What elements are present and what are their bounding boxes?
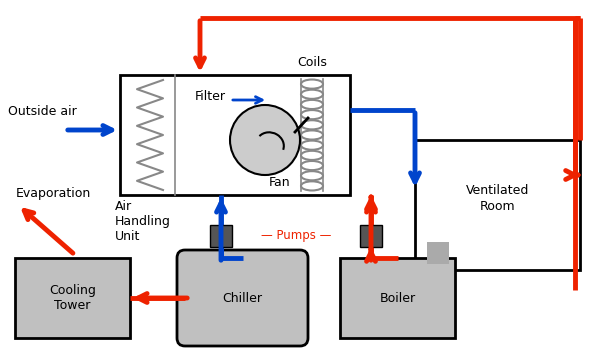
Bar (360, 225, 382, 247)
Text: Outside air: Outside air (8, 105, 77, 118)
Bar (210, 225, 232, 247)
Bar (427, 242, 449, 264)
Text: Boiler: Boiler (379, 291, 416, 304)
Text: — Pumps —: — Pumps — (261, 230, 331, 243)
Bar (340, 258, 455, 338)
Text: Ventilated
Room: Ventilated Room (466, 185, 529, 212)
Text: Chiller: Chiller (223, 291, 262, 304)
Text: Cooling
Tower: Cooling Tower (49, 284, 96, 312)
Bar (120, 75, 350, 195)
Text: Coils: Coils (297, 56, 327, 69)
Text: Evaporation: Evaporation (16, 187, 91, 200)
Bar (415, 140, 580, 270)
Text: Air
Handling
Unit: Air Handling Unit (115, 200, 171, 243)
Text: Filter: Filter (195, 90, 226, 104)
Bar (15, 258, 130, 338)
FancyBboxPatch shape (177, 250, 308, 346)
Circle shape (230, 105, 300, 175)
Text: Fan: Fan (269, 176, 291, 189)
